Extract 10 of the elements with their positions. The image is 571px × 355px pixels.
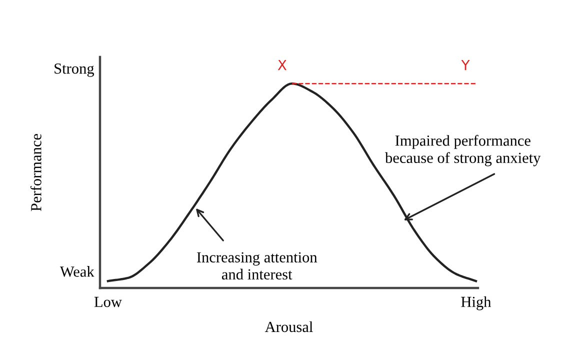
text: Strong xyxy=(54,63,94,77)
x-axis-title: Arousal xyxy=(264,321,313,332)
text: Y xyxy=(461,60,470,70)
text: Weak xyxy=(60,266,94,277)
annotation: Impaired performance because of strong anxiety xyxy=(385,134,541,166)
x-tick-label: Low xyxy=(94,296,122,308)
text: X xyxy=(278,60,287,70)
x-tick-label: High xyxy=(461,296,492,310)
annotation: Increasing attention and interest xyxy=(196,252,318,280)
y-axis-title: Performance xyxy=(30,134,42,212)
